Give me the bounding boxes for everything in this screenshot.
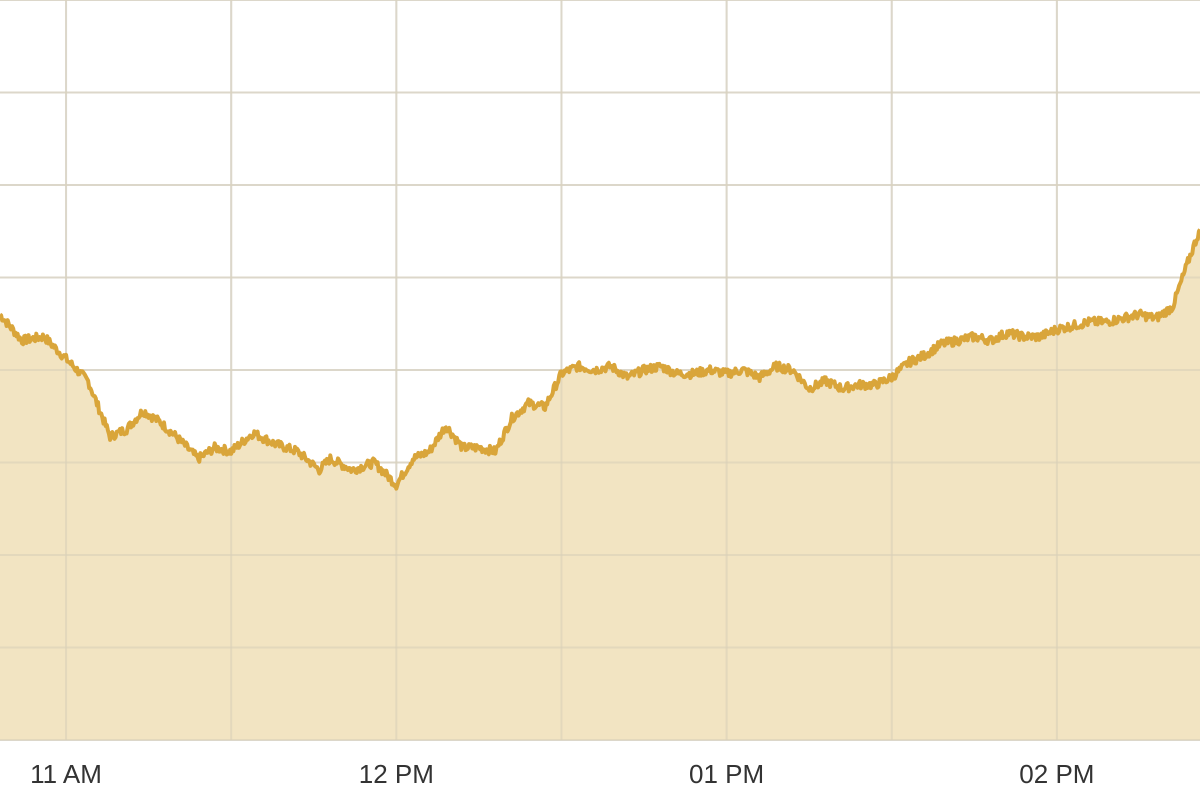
series-area-fill: [0, 229, 1200, 740]
series-line: [0, 228, 1200, 491]
line-layer: [0, 228, 1200, 491]
x-tick-label: 01 PM: [689, 759, 764, 789]
x-tick-label: 11 AM: [30, 759, 102, 789]
x-tick-label: 12 PM: [359, 759, 434, 789]
x-tick-label: 02 PM: [1019, 759, 1094, 789]
x-tick-layer: 11 AM 12 PM 01 PM 02 PM: [30, 759, 1094, 789]
